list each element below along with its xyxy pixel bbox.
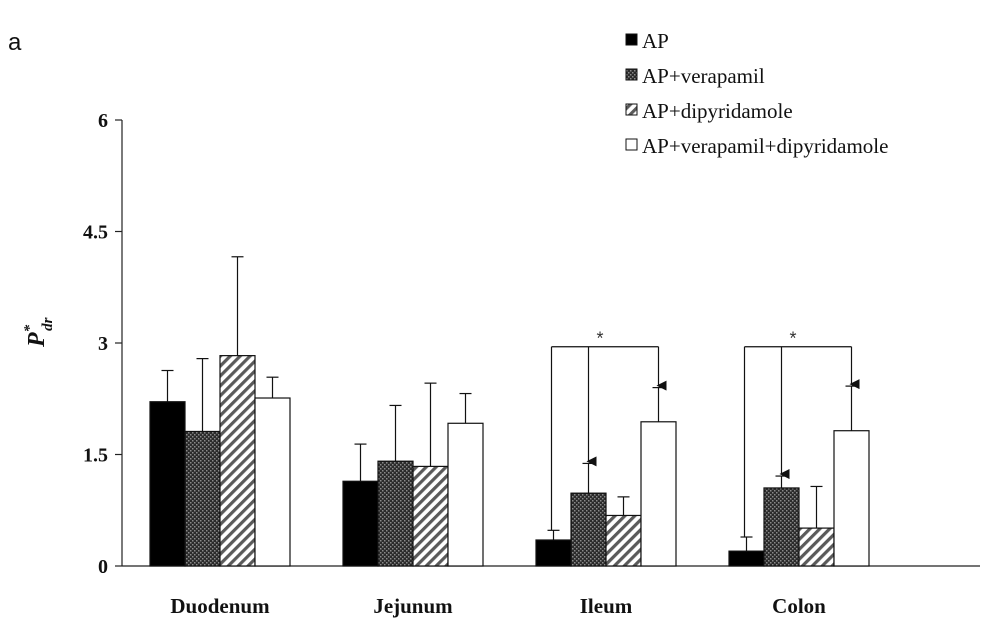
bar [184,430,221,567]
y-axis-label-main: P [24,332,50,348]
x-category-label: Jejunum [373,594,453,618]
y-tick-label: 3 [98,333,108,355]
y-tick-label: 1.5 [83,445,108,467]
svg-text:P*dr: P* dr [22,317,56,348]
bar [798,527,835,567]
legend-swatch [625,33,638,46]
x-category-label: Colon [772,594,826,618]
legend-swatch [625,138,638,151]
bar [342,480,379,567]
bar [447,422,484,567]
bar [377,460,414,567]
axes: 0 1.5 3 4.5 6 Duodenum Jejunum Ileum Colon [83,110,980,618]
bars [149,355,870,567]
legend-label: AP+verapamil+dipyridamole [642,134,888,158]
legend-swatch [625,103,638,116]
legend: AP AP+verapamil AP+dipyridamole AP+verapami… [625,29,888,158]
bar [728,550,765,567]
legend-label: AP+dipyridamole [642,99,793,123]
y-axis-label-subscript: dr [40,317,56,331]
legend-label: AP+verapamil [642,64,765,88]
legend-label: AP [642,29,669,53]
significance-star: * [596,329,603,349]
y-axis-label: P* dr [22,317,56,348]
bar [570,492,607,567]
bar [833,430,870,567]
y-tick-label: 4.5 [83,222,108,244]
significance-annotations: * * [550,329,860,538]
y-tick-label: 6 [98,110,108,132]
significance-star: * [789,329,796,349]
y-tick-label: 0 [98,556,108,578]
bar [763,487,800,567]
legend-swatch [625,68,638,81]
x-category-label: Ileum [580,594,633,618]
y-axis-label-superscript: * [22,324,38,332]
bar [535,539,572,567]
bar [254,397,291,567]
bar [412,465,449,567]
x-category-label: Duodenum [170,594,270,618]
panel-label: a [8,29,22,56]
bar [219,355,256,567]
bar [640,421,677,567]
bar [149,401,186,567]
bar [605,514,642,567]
